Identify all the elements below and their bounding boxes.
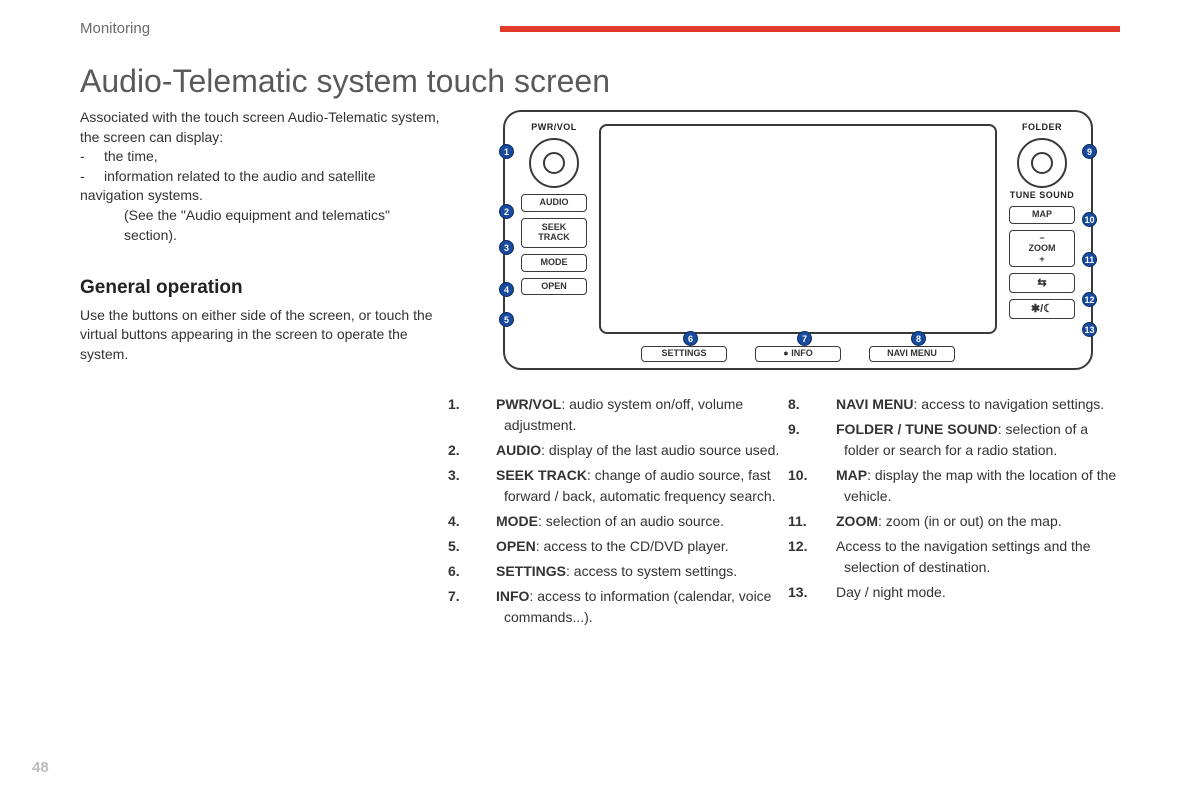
- intro-note: (See the "Audio equipment and telematics…: [80, 206, 440, 245]
- intro-item: -the time,: [80, 147, 440, 167]
- callout-1: 1: [499, 144, 514, 159]
- callout-3: 3: [499, 240, 514, 255]
- definition-item: 13. Day / night mode.: [816, 582, 1120, 603]
- bottom-button-row: SETTINGS ● INFO NAVI MENU: [605, 346, 991, 362]
- definition-item: 12. Access to the navigation settings an…: [816, 536, 1120, 578]
- definitions-right-column: 8. NAVI MENU: access to navigation setti…: [816, 394, 1120, 632]
- definitions-left-column: 1. PWR/VOL: audio system on/off, volume …: [476, 394, 780, 632]
- folder-label: FOLDER: [1022, 122, 1062, 132]
- callout-11: 11: [1082, 252, 1097, 267]
- pwr-vol-label: PWR/VOL: [531, 122, 577, 132]
- definitions-spacer: [80, 394, 440, 632]
- general-operation-heading: General operation: [80, 275, 440, 302]
- callout-10: 10: [1082, 212, 1097, 227]
- callout-2: 2: [499, 204, 514, 219]
- device-screen: [599, 124, 997, 334]
- definitions-row: 1. PWR/VOL: audio system on/off, volume …: [0, 370, 1200, 632]
- callout-12: 12: [1082, 292, 1097, 307]
- callout-8: 8: [911, 331, 926, 346]
- callout-6: 6: [683, 331, 698, 346]
- device-frame: PWR/VOL AUDIO SEEK TRACK MODE OPEN FOLDE…: [503, 110, 1093, 370]
- open-button[interactable]: OPEN: [521, 278, 587, 296]
- settings-button[interactable]: SETTINGS: [641, 346, 727, 362]
- definition-item: 6. SETTINGS: access to system settings.: [476, 561, 780, 582]
- callout-13: 13: [1082, 322, 1097, 337]
- info-button[interactable]: ● INFO: [755, 346, 841, 362]
- nav-settings-button[interactable]: ⇆: [1009, 273, 1075, 293]
- definition-item: 1. PWR/VOL: audio system on/off, volume …: [476, 394, 780, 436]
- top-row: Associated with the touch screen Audio-T…: [0, 108, 1200, 370]
- callout-4: 4: [499, 282, 514, 297]
- pwr-vol-knob[interactable]: [529, 138, 579, 188]
- general-operation-text: Use the buttons on either side of the sc…: [80, 306, 440, 365]
- callout-9: 9: [1082, 144, 1097, 159]
- left-button-column: PWR/VOL AUDIO SEEK TRACK MODE OPEN: [515, 122, 593, 332]
- tune-sound-label: TUNE SOUND: [1010, 190, 1075, 200]
- intro-lead: Associated with the touch screen Audio-T…: [80, 108, 440, 147]
- folder-knob[interactable]: [1017, 138, 1067, 188]
- definition-item: 8. NAVI MENU: access to navigation setti…: [816, 394, 1120, 415]
- right-button-column: FOLDER TUNE SOUND MAP − ZOOM + ⇆ ✱/☾: [1003, 122, 1081, 332]
- section-label: Monitoring: [80, 20, 150, 37]
- page-title: Audio-Telematic system touch screen: [0, 45, 1200, 108]
- definition-item: 2. AUDIO: display of the last audio sour…: [476, 440, 780, 461]
- map-button[interactable]: MAP: [1009, 206, 1075, 224]
- definition-item: 3. SEEK TRACK: change of audio source, f…: [476, 465, 780, 507]
- navi-menu-button[interactable]: NAVI MENU: [869, 346, 955, 362]
- callout-7: 7: [797, 331, 812, 346]
- seek-track-button[interactable]: SEEK TRACK: [521, 218, 587, 248]
- accent-bar: [500, 26, 1120, 32]
- definition-item: 10. MAP: display the map with the locati…: [816, 465, 1120, 507]
- day-night-button[interactable]: ✱/☾: [1009, 299, 1075, 319]
- definition-item: 7. INFO: access to information (calendar…: [476, 586, 780, 628]
- intro-list: -the time, -information related to the a…: [80, 147, 440, 245]
- definition-item: 9. FOLDER / TUNE SOUND: selection of a f…: [816, 419, 1120, 461]
- audio-button[interactable]: AUDIO: [521, 194, 587, 212]
- definition-item: 5. OPEN: access to the CD/DVD player.: [476, 536, 780, 557]
- device-diagram: PWR/VOL AUDIO SEEK TRACK MODE OPEN FOLDE…: [476, 108, 1120, 370]
- intro-block: Associated with the touch screen Audio-T…: [80, 108, 440, 370]
- definition-item: 11. ZOOM: zoom (in or out) on the map.: [816, 511, 1120, 532]
- definition-item: 4. MODE: selection of an audio source.: [476, 511, 780, 532]
- intro-item: -information related to the audio and sa…: [80, 167, 440, 206]
- page-header: Monitoring: [0, 0, 1200, 45]
- mode-button[interactable]: MODE: [521, 254, 587, 272]
- zoom-button[interactable]: − ZOOM +: [1009, 230, 1075, 267]
- callout-5: 5: [499, 312, 514, 327]
- page-number: 48: [32, 759, 49, 776]
